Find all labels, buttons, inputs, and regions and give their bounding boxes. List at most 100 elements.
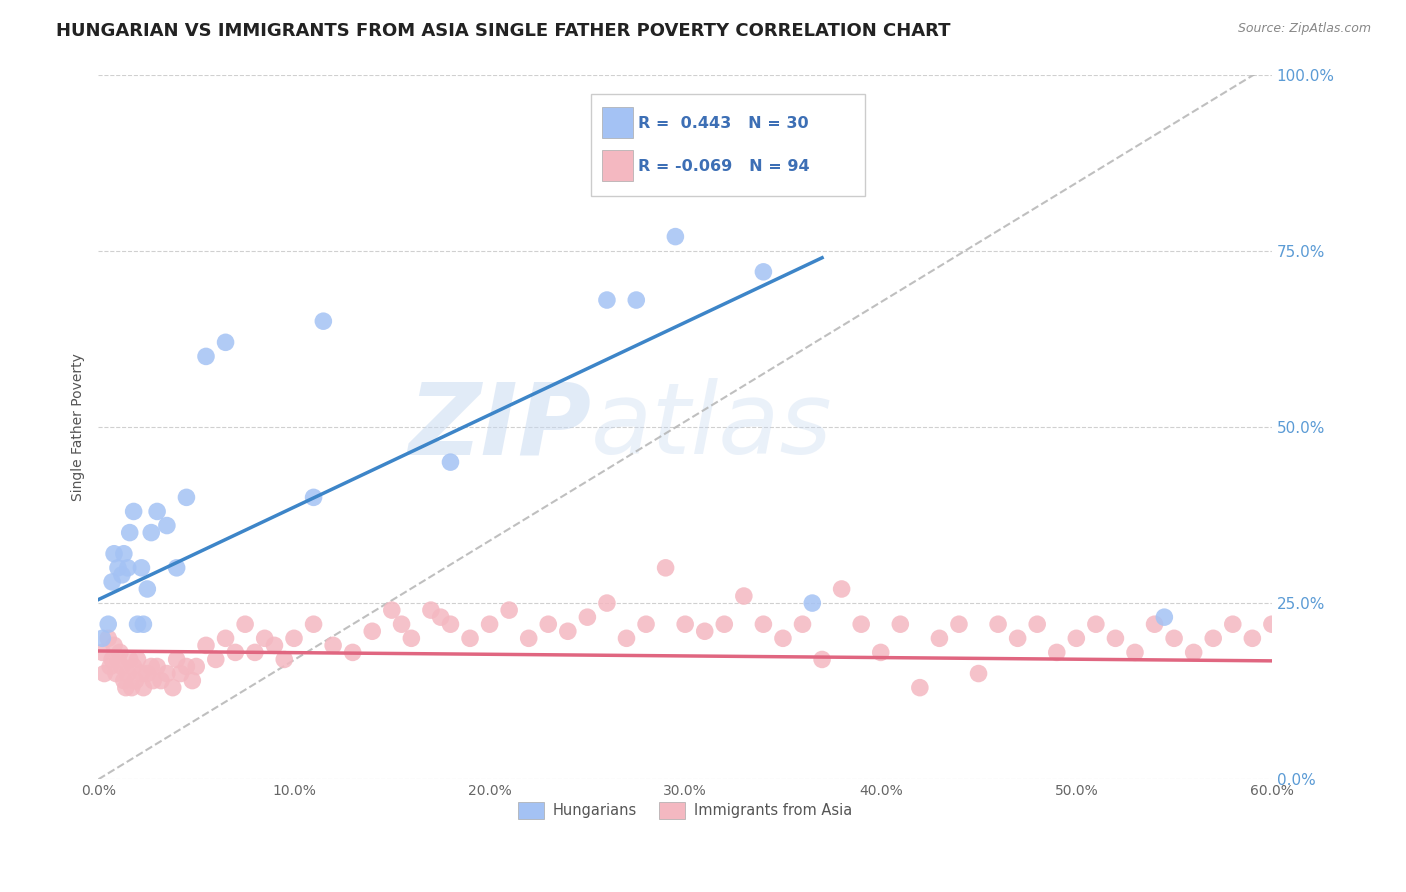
Point [1084, 617, 1107, 632]
Point [1104, 632, 1126, 646]
Point [673, 617, 696, 632]
Point [122, 659, 145, 673]
Point [801, 596, 824, 610]
Point [111, 659, 134, 673]
Point [105, 666, 128, 681]
Point [214, 632, 236, 646]
Point [302, 491, 325, 505]
Point [664, 229, 686, 244]
Point [1046, 645, 1069, 659]
Point [214, 335, 236, 350]
Point [322, 638, 344, 652]
Point [1222, 617, 1244, 632]
Point [118, 525, 141, 540]
Point [1007, 632, 1029, 646]
Point [169, 666, 191, 681]
Point [693, 624, 716, 639]
Point [401, 632, 423, 646]
Point [121, 681, 143, 695]
Point [733, 589, 755, 603]
Point [97, 632, 120, 646]
Point [136, 666, 159, 681]
Point [772, 632, 794, 646]
Point [176, 659, 198, 673]
Point [967, 666, 990, 681]
Point [302, 617, 325, 632]
Point [517, 632, 540, 646]
Point [108, 645, 131, 659]
Point [124, 673, 146, 688]
Point [98, 659, 121, 673]
Point [103, 547, 125, 561]
Point [634, 617, 657, 632]
Point [156, 666, 179, 681]
Point [103, 638, 125, 652]
Point [1143, 617, 1166, 632]
Text: Source: ZipAtlas.com: Source: ZipAtlas.com [1237, 22, 1371, 36]
Point [132, 617, 155, 632]
Point [626, 293, 648, 307]
Point [224, 645, 246, 659]
Y-axis label: Single Father Poverty: Single Father Poverty [72, 353, 86, 500]
Point [243, 645, 266, 659]
Point [127, 652, 149, 666]
Point [851, 617, 873, 632]
Point [263, 638, 285, 652]
Point [439, 617, 461, 632]
Point [557, 624, 579, 639]
Point [91, 645, 114, 659]
Point [118, 652, 141, 666]
Point [97, 617, 120, 632]
Point [112, 547, 135, 561]
Point [131, 666, 153, 681]
Point [1026, 617, 1049, 632]
Point [233, 617, 256, 632]
Point [987, 617, 1010, 632]
Point [1066, 632, 1088, 646]
Text: atlas: atlas [592, 378, 832, 475]
Point [114, 681, 136, 695]
Point [1163, 632, 1185, 646]
Point [458, 632, 481, 646]
Point [107, 652, 129, 666]
Point [616, 632, 638, 646]
Point [117, 561, 139, 575]
Point [381, 603, 404, 617]
Point [181, 673, 204, 688]
Point [1202, 632, 1225, 646]
Point [146, 504, 169, 518]
Point [908, 681, 931, 695]
Text: ZIP: ZIP [408, 378, 592, 475]
Point [831, 582, 853, 596]
Point [312, 314, 335, 328]
Point [156, 518, 179, 533]
Point [112, 673, 135, 688]
Point [142, 673, 165, 688]
Point [132, 681, 155, 695]
Point [342, 645, 364, 659]
Point [654, 561, 676, 575]
Point [141, 525, 163, 540]
Point [889, 617, 911, 632]
Point [204, 652, 226, 666]
Text: HUNGARIAN VS IMMIGRANTS FROM ASIA SINGLE FATHER POVERTY CORRELATION CHART: HUNGARIAN VS IMMIGRANTS FROM ASIA SINGLE… [56, 22, 950, 40]
Legend: Hungarians, Immigrants from Asia: Hungarians, Immigrants from Asia [512, 797, 858, 825]
Point [93, 666, 115, 681]
Point [166, 652, 188, 666]
Point [107, 561, 129, 575]
Point [91, 632, 114, 646]
Point [1241, 632, 1264, 646]
Point [146, 659, 169, 673]
Point [1153, 610, 1175, 624]
Point [429, 610, 451, 624]
Point [752, 617, 775, 632]
Point [111, 567, 134, 582]
Point [195, 350, 218, 364]
Point [131, 561, 153, 575]
Point [186, 659, 208, 673]
Point [361, 624, 384, 639]
Point [195, 638, 218, 652]
Point [122, 504, 145, 518]
Point [811, 652, 834, 666]
Point [166, 561, 188, 575]
